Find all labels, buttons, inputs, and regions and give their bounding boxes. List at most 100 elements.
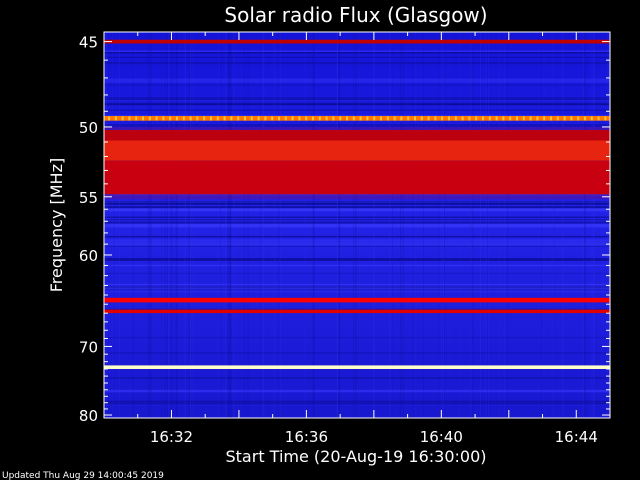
- interference-dot: [393, 116, 396, 121]
- noise-streak: [104, 97, 610, 98]
- interference-dot: [522, 116, 525, 121]
- plot-area: [103, 31, 611, 419]
- noise-streak: [104, 402, 610, 405]
- emission-band: [104, 39, 610, 44]
- interference-dot: [590, 116, 593, 121]
- noise-column: [260, 32, 262, 418]
- interference-dot: [556, 116, 559, 121]
- noise-column: [166, 32, 168, 418]
- emission-band: [104, 309, 610, 314]
- noise-streak: [104, 124, 610, 127]
- interference-dot: [516, 116, 518, 121]
- interference-dot: [291, 116, 294, 121]
- interference-dot: [380, 116, 382, 121]
- interference-dot: [182, 116, 185, 121]
- noise-streak: [104, 285, 610, 287]
- interference-dot: [203, 116, 206, 121]
- noise-streak: [104, 377, 610, 379]
- noise-column: [392, 32, 394, 418]
- noise-column: [480, 32, 481, 418]
- interference-dot: [448, 116, 450, 121]
- interference-dot: [543, 116, 546, 121]
- y-tick-label: 70: [79, 338, 98, 356]
- noise-streak: [104, 208, 610, 210]
- interference-dot: [155, 116, 158, 121]
- noise-column: [389, 32, 391, 418]
- interference-dot: [536, 116, 539, 121]
- emission-band: [104, 160, 610, 195]
- noise-column: [175, 32, 177, 418]
- interference-dot: [461, 116, 464, 121]
- noise-column: [184, 32, 186, 418]
- y-axis-label: Frequency [MHz]: [47, 158, 66, 292]
- interference-dot: [495, 116, 498, 121]
- interference-dot: [563, 116, 566, 121]
- noise-column: [472, 32, 474, 418]
- x-tick-label: 16:40: [420, 428, 463, 446]
- interference-dot: [196, 116, 199, 121]
- noise-column: [243, 32, 245, 418]
- interference-dot: [550, 116, 552, 121]
- noise-column: [148, 32, 150, 418]
- y-tick-label: 50: [79, 119, 98, 137]
- noise-column: [247, 32, 249, 418]
- noise-column: [552, 32, 554, 418]
- noise-column: [392, 32, 394, 418]
- noise-column: [423, 32, 424, 418]
- interference-dot: [529, 116, 532, 121]
- noise-column: [150, 32, 152, 418]
- x-tick-label: 16:36: [285, 428, 328, 446]
- noise-column: [304, 32, 306, 418]
- noise-column: [112, 32, 114, 418]
- noise-column: [105, 32, 107, 418]
- noise-column: [470, 32, 472, 418]
- noise-streak: [104, 272, 610, 274]
- noise-streak: [104, 221, 610, 224]
- noise-streak: [104, 97, 610, 101]
- noise-column: [353, 32, 354, 418]
- noise-streak: [104, 84, 610, 86]
- noise-column: [169, 32, 171, 418]
- noise-column: [487, 32, 489, 418]
- interference-dot: [454, 116, 457, 121]
- noise-column: [230, 32, 232, 418]
- noise-column: [402, 32, 404, 418]
- noise-streak: [104, 103, 610, 105]
- interference-dots: [108, 116, 607, 121]
- emission-band: [104, 297, 610, 303]
- noise-column: [161, 32, 162, 418]
- y-tick-label: 55: [79, 189, 98, 207]
- noise-column: [584, 32, 586, 418]
- noise-column: [105, 32, 107, 418]
- noise-column: [336, 32, 338, 418]
- interference-dot: [237, 116, 240, 121]
- noise-column: [440, 32, 442, 418]
- noise-streak: [104, 216, 610, 218]
- noise-streak: [104, 224, 610, 227]
- noise-column: [592, 32, 594, 418]
- noise-streak: [104, 203, 610, 205]
- noise-column: [584, 32, 586, 418]
- interference-dot: [264, 116, 267, 121]
- noise-column: [218, 32, 220, 418]
- emission-band: [104, 365, 610, 369]
- interference-dot: [312, 116, 314, 121]
- y-tick-label: 60: [79, 247, 98, 265]
- noise-column: [590, 32, 592, 418]
- noise-column: [171, 32, 173, 418]
- interference-dot: [482, 116, 484, 121]
- interference-dot: [325, 116, 328, 121]
- y-tick-label: 80: [79, 407, 98, 425]
- noise-column: [150, 32, 152, 418]
- chart-title: Solar radio Flux (Glasgow): [224, 3, 487, 27]
- interference-dot: [305, 116, 308, 121]
- interference-dot: [386, 116, 389, 121]
- interference-dot: [135, 116, 138, 121]
- interference-dot: [373, 116, 376, 121]
- noise-streak: [104, 109, 610, 111]
- noise-column: [355, 32, 357, 418]
- interference-dot: [142, 116, 144, 121]
- noise-streak: [104, 222, 610, 224]
- noise-column: [448, 32, 450, 418]
